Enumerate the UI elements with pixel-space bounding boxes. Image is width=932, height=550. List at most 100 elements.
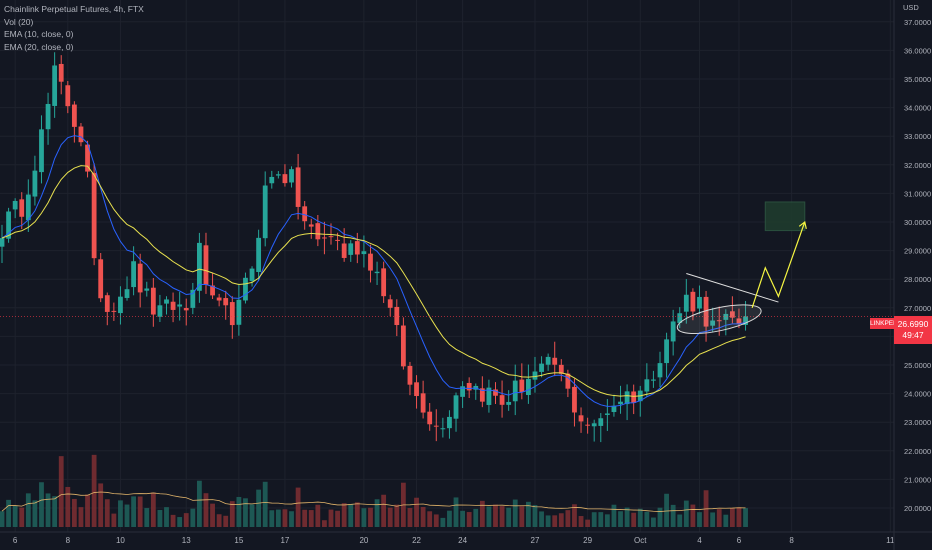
candle-body: [236, 299, 242, 325]
candle-body: [683, 294, 689, 312]
volume-bar: [118, 500, 123, 527]
volume-bar: [190, 508, 196, 527]
volume-bar: [315, 504, 321, 527]
currency-label[interactable]: USD: [903, 3, 919, 12]
volume-bar: [604, 514, 610, 527]
candle-body: [512, 380, 518, 402]
volume-indicator-label[interactable]: Vol (20): [4, 16, 34, 27]
volume-bar: [493, 504, 498, 527]
candle-body: [197, 242, 202, 291]
candle-body: [552, 357, 558, 365]
ema10-indicator-label[interactable]: EMA (10, close, 0): [4, 29, 74, 39]
volume-bar: [453, 497, 459, 527]
candle-body: [506, 401, 512, 405]
symbol-title[interactable]: Chainlink Perpetual Futures, 4h, FTX: [4, 4, 144, 14]
candle-body: [157, 305, 163, 317]
volume-bar: [558, 513, 564, 527]
candle-body: [703, 296, 709, 327]
volume-bar: [368, 507, 373, 527]
volume-bar: [433, 514, 439, 527]
candle-body: [150, 287, 156, 315]
y-tick-label: 21.0000: [904, 475, 931, 484]
candle-body: [644, 379, 650, 392]
y-tick-label: 27.0000: [904, 304, 931, 313]
volume-bar: [440, 517, 446, 527]
volume-bar: [552, 515, 558, 527]
volume-bar: [591, 512, 597, 527]
volume-bar: [519, 506, 525, 527]
candle-body: [98, 259, 104, 299]
volume-bar: [657, 507, 663, 527]
candle-body: [328, 236, 334, 238]
trendline: [686, 273, 779, 303]
candle-body: [269, 176, 275, 184]
candle-body: [0, 238, 5, 247]
volume-bar: [150, 492, 156, 527]
candle-body: [322, 237, 327, 239]
volume-bar: [19, 507, 25, 527]
volume-bar: [486, 506, 492, 527]
volume-bar: [322, 520, 327, 527]
candle-body: [664, 339, 669, 364]
candle-body: [723, 313, 729, 320]
volume-bar: [631, 512, 637, 527]
volume-bar: [216, 514, 222, 527]
candle-body: [387, 299, 393, 308]
candle-body: [598, 418, 604, 426]
volume-bar: [526, 501, 531, 527]
candle-body: [604, 413, 610, 415]
volume-bar: [157, 509, 163, 527]
volume-bar: [598, 512, 604, 527]
candle-body: [572, 386, 577, 413]
candle-body: [368, 253, 373, 271]
y-tick-label: 20.0000: [904, 504, 931, 513]
candle-body: [618, 401, 623, 405]
ema20-indicator-label[interactable]: EMA (20, close, 0): [4, 41, 74, 52]
volume-bar: [585, 519, 591, 527]
candle-body: [486, 387, 492, 405]
candle-body: [374, 271, 380, 274]
candle-body: [137, 263, 143, 293]
volume-bar: [269, 510, 275, 527]
target-zone: [764, 201, 806, 232]
candle-body: [177, 304, 183, 307]
candle-body: [657, 363, 663, 378]
x-tick-label: 11: [886, 536, 895, 545]
volume-bar: [183, 513, 189, 527]
volume-bar: [545, 515, 551, 527]
candle-body: [243, 277, 248, 301]
candle-body: [670, 321, 676, 342]
volume-bar: [427, 511, 433, 527]
volume-bar: [341, 503, 347, 527]
candle-body: [164, 299, 169, 304]
candle-body: [519, 379, 525, 392]
volume-bar: [32, 500, 38, 527]
volume-bar: [229, 501, 235, 527]
volume-bar: [670, 504, 676, 527]
candle-body: [335, 239, 340, 241]
x-tick-label: 22: [412, 536, 421, 545]
candle-body: [78, 126, 84, 143]
volume-bar: [12, 505, 18, 527]
volume-bar: [743, 508, 748, 527]
candle-body: [532, 371, 538, 380]
volume-bar: [144, 508, 150, 527]
candle-body: [545, 356, 551, 365]
currency-text: USD: [903, 3, 919, 12]
y-tick-label: 29.0000: [904, 247, 931, 256]
volume-bar: [236, 496, 242, 527]
volume-bar: [651, 517, 656, 527]
x-tick-label: 29: [583, 536, 592, 545]
volume-bar: [466, 512, 472, 527]
volume-bar: [736, 507, 742, 527]
candle-body: [743, 316, 748, 325]
volume-bar: [256, 489, 262, 527]
candle-countdown: 49:47: [902, 330, 924, 340]
volume-bar: [111, 513, 117, 527]
candle-body: [124, 289, 130, 298]
y-tick-label: 37.0000: [904, 18, 931, 27]
candle-body: [52, 65, 58, 106]
candle-body: [282, 174, 288, 184]
volume-bar: [374, 499, 380, 527]
